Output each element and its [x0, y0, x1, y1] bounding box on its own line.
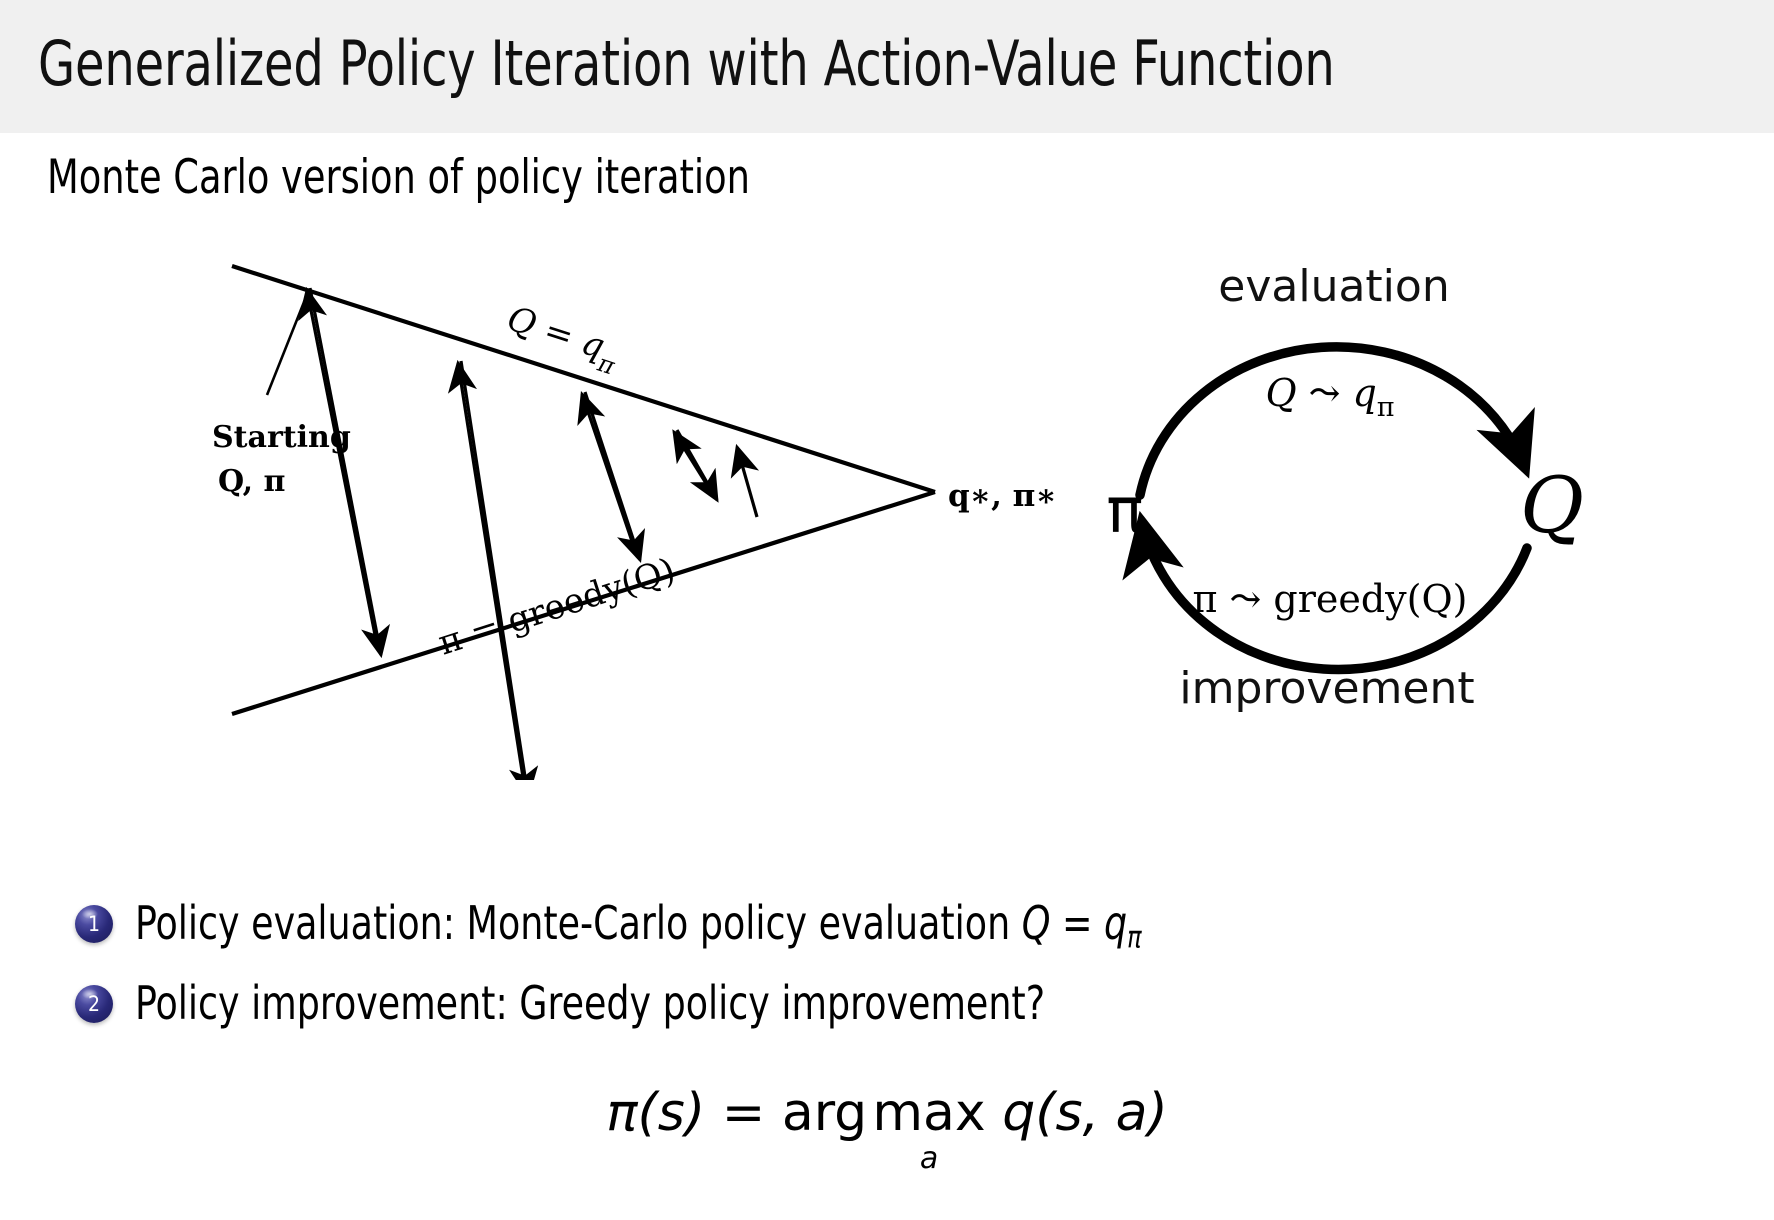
label-convergence-point: q∗, π∗	[948, 478, 1057, 514]
triangle-diagram-group: Starting Q, π Q = qπ π = greedy(Q) q∗, π…	[212, 264, 1057, 780]
numbered-list: 1 Policy evaluation: Monte-Carlo policy …	[75, 892, 1715, 1052]
zigzag-arrow-down-1	[308, 287, 390, 659]
gpi-cycle-group: evaluation improvement Q ⤳ qπ π ⤳ greedy(Q) …	[1106, 261, 1584, 714]
lower-line-pi-equals-greedy	[231, 489, 936, 717]
list-item: 2 Policy improvement: Greedy policy impr…	[75, 972, 1715, 1052]
zigzag-arrow-up-1	[298, 286, 380, 651]
list-item-1-label: Policy evaluation: Monte-Carlo policy ev…	[135, 896, 1022, 950]
evaluation-arc-arrow	[1135, 342, 1535, 500]
equation-max-subscript: a	[919, 1141, 939, 1176]
list-item-1-math-eq: =	[1050, 896, 1105, 950]
zigzag-arrow-down-4	[675, 429, 719, 503]
label-improve-greedy: greedy(Q)	[1273, 577, 1467, 621]
label-improve-pi: π	[1193, 577, 1218, 621]
zigzag-arrow-down-3	[583, 391, 646, 564]
diagrams-svg: Starting Q, π Q = qπ π = greedy(Q) q∗, π…	[212, 261, 1584, 780]
zigzag-arrow-up-2	[447, 359, 526, 780]
equation-max: max	[872, 1083, 986, 1143]
policy-equation: π(s) = arg max a q(s, a)	[0, 1078, 1774, 1176]
zigzag-arrow-up-3	[577, 390, 639, 557]
equation-q: q	[1002, 1083, 1036, 1143]
list-marker-2: 2	[75, 985, 113, 1023]
policy-equation-inner: π(s) = arg max a q(s, a)	[606, 1078, 1168, 1176]
equation-argmax: max a	[872, 1078, 986, 1176]
list-item-text-2: Policy improvement: Greedy policy improv…	[135, 972, 1045, 1034]
equation-state-arg: (s)	[637, 1083, 706, 1143]
starting-pointer-line	[265, 291, 310, 396]
upper-line-q-equals-qpi	[231, 264, 936, 494]
list-item: 1 Policy evaluation: Monte-Carlo policy …	[75, 892, 1715, 972]
equation-pi: π	[606, 1083, 638, 1143]
list-item-2-label: Policy improvement: Greedy policy improv…	[135, 976, 1046, 1030]
label-eval-arrow: ⤳	[1309, 371, 1341, 415]
label-pi-greedy-group: π = greedy(Q)	[434, 550, 681, 663]
slide-subtitle: Monte Carlo version of policy iteration	[47, 150, 750, 205]
label-improvement: improvement	[1179, 663, 1474, 714]
list-marker-number: 1	[87, 912, 101, 936]
list-item-text-1: Policy evaluation: Monte-Carlo policy ev…	[135, 892, 1142, 970]
label-eval-transition: Q ⤳ qπ	[1265, 371, 1394, 423]
node-q: Q	[1520, 461, 1584, 551]
label-evaluation: evaluation	[1218, 261, 1449, 312]
svg-text:Q = qπ: Q = qπ	[499, 298, 625, 380]
list-item-1-math-qpi: q	[1104, 896, 1128, 950]
equation-q-args: (s, a)	[1035, 1083, 1168, 1143]
label-eval-qpi: q	[1352, 371, 1376, 415]
label-improve-arrow: ⤳	[1230, 577, 1262, 621]
page-title: Generalized Policy Iteration with Action…	[38, 27, 1335, 100]
equation-arg: arg	[781, 1083, 868, 1143]
list-marker-number: 2	[87, 992, 101, 1016]
list-marker-1: 1	[75, 905, 113, 943]
label-starting-line2: Q, π	[218, 464, 286, 499]
zigzag-arrow-up-5	[730, 443, 760, 518]
label-eval-qpi-sub: π	[1377, 392, 1395, 423]
improvement-arc-arrow	[1122, 510, 1532, 675]
list-item-1-math-q: Q	[1021, 896, 1051, 950]
list-item-1-math-qpi-sub: π	[1127, 920, 1142, 956]
figure-area: Starting Q, π Q = qπ π = greedy(Q) q∗, π…	[0, 240, 1774, 780]
slide-title-bar: Generalized Policy Iteration with Action…	[0, 0, 1774, 133]
label-q-equals-qpi-group: Q = qπ	[499, 298, 625, 380]
label-lower-line: π = greedy(Q)	[434, 550, 681, 663]
label-eval-q: Q	[1265, 371, 1296, 415]
label-improve-transition: π ⤳ greedy(Q)	[1193, 577, 1468, 621]
zigzag-arrow-down-2	[459, 360, 539, 780]
label-starting-line1: Starting	[212, 420, 351, 455]
equation-equals: =	[705, 1083, 782, 1143]
node-pi: π	[1106, 474, 1143, 547]
